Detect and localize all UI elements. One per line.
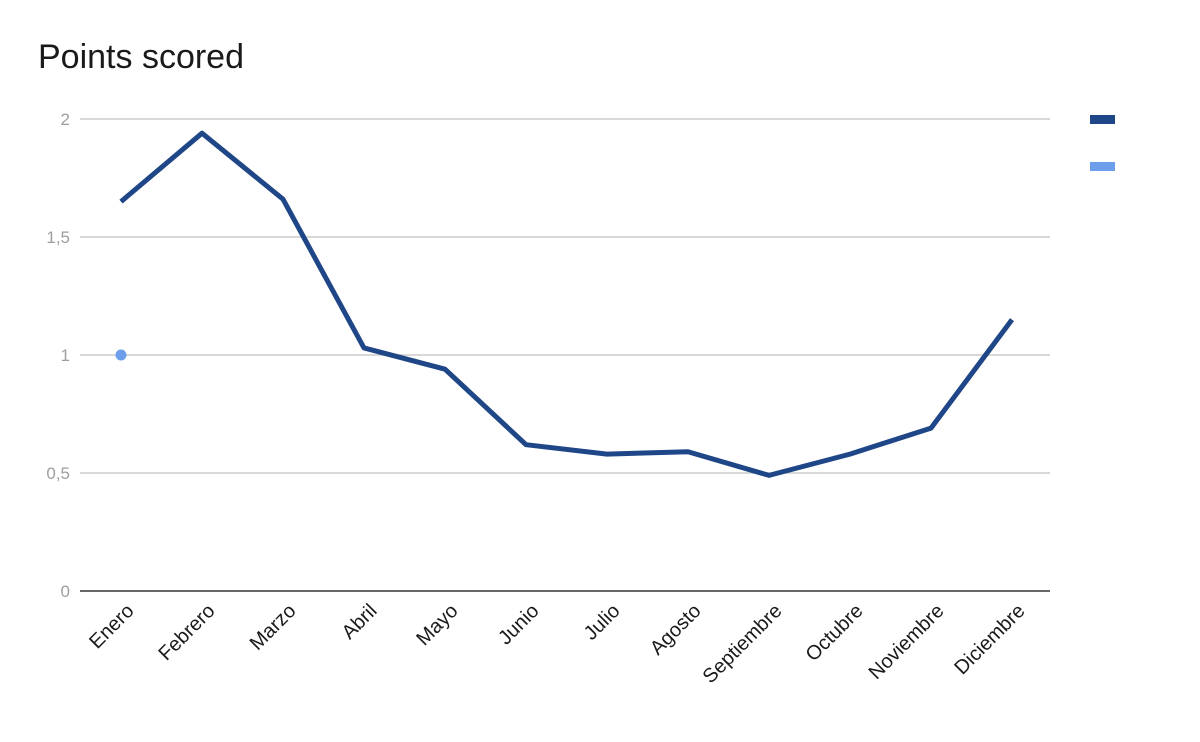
x-tick-label: Junio [494, 600, 543, 649]
x-tick-label: Febrero [154, 600, 219, 665]
x-tick-label: Mayo [412, 600, 462, 650]
x-tick-label: Enero [85, 600, 138, 653]
y-tick-label: 0 [61, 582, 70, 601]
x-tick-label: Marzo [246, 600, 301, 655]
legend-swatch [1090, 162, 1115, 171]
y-tick-label: 2 [61, 110, 70, 129]
x-tick-label: Diciembre [950, 600, 1029, 679]
series-line [119, 130, 1015, 478]
x-tick-label: Julio [580, 600, 625, 645]
legend [1090, 115, 1115, 171]
x-tick-label: Septiembre [699, 600, 787, 688]
x-tick-label: Abril [338, 600, 382, 644]
x-tick-label: Noviembre [865, 600, 949, 684]
y-axis-ticks: 0 0,5 1 1,5 2 [46, 110, 70, 601]
chart-title: Points scored [38, 38, 244, 76]
legend-swatch [1090, 115, 1115, 124]
x-tick-label: Agosto [646, 600, 706, 660]
x-axis-ticks: Enero Febrero Marzo Abril Mayo Junio Julio Agos… [85, 600, 1029, 688]
x-tick-label: Octubre [802, 600, 868, 666]
gridlines [80, 118, 1050, 592]
y-tick-label: 0,5 [46, 464, 70, 483]
y-tick-label: 1,5 [46, 228, 70, 247]
series [115, 130, 1015, 478]
y-tick-label: 1 [61, 346, 70, 365]
series-point [115, 349, 127, 361]
